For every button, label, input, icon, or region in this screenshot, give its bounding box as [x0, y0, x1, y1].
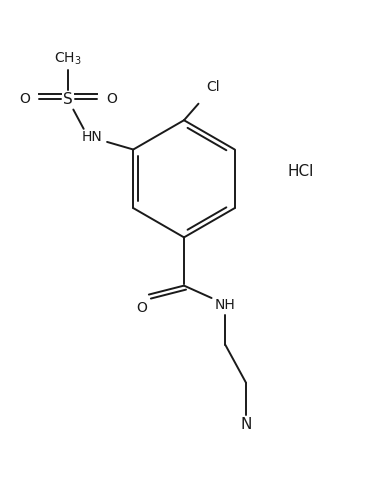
Text: Cl: Cl — [207, 80, 220, 94]
Text: CH$_3$: CH$_3$ — [54, 51, 82, 67]
Text: NH: NH — [215, 298, 236, 312]
Text: HN: HN — [82, 130, 102, 144]
Text: O: O — [106, 92, 117, 106]
Text: O: O — [137, 300, 148, 315]
Text: HCl: HCl — [288, 165, 314, 180]
Text: S: S — [63, 92, 73, 107]
Text: O: O — [19, 92, 30, 106]
Text: N: N — [240, 417, 252, 432]
